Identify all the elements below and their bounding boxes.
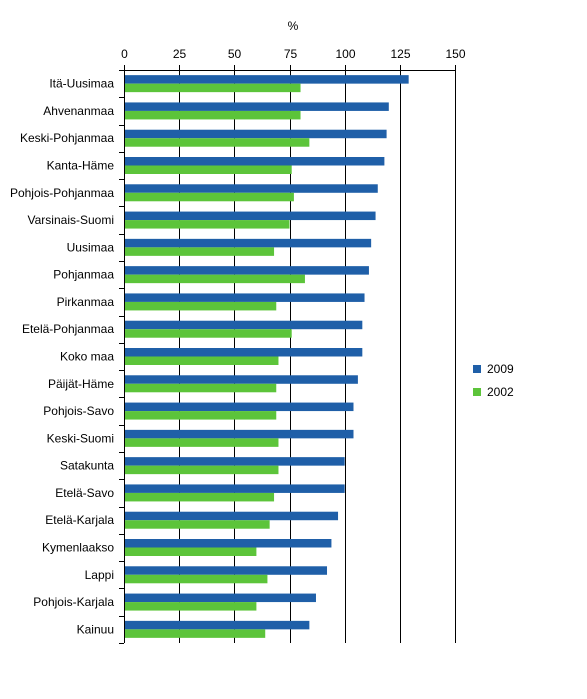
bar-2009 bbox=[125, 320, 363, 330]
category-label: Ahvenanmaa bbox=[43, 104, 114, 118]
category-label: Varsinais-Suomi bbox=[28, 213, 114, 227]
bar-2002 bbox=[125, 411, 277, 420]
category-label: Päijät-Häme bbox=[48, 377, 114, 391]
bar-2009 bbox=[125, 75, 409, 84]
category-label: Pirkanmaa bbox=[57, 295, 115, 309]
x-tick-label: 100 bbox=[335, 47, 355, 61]
bar-2002 bbox=[125, 438, 279, 447]
x-tick-label: 25 bbox=[173, 47, 187, 61]
category-label: Lappi bbox=[85, 568, 114, 582]
category-label: Koko maa bbox=[60, 350, 114, 364]
category-label: Uusimaa bbox=[67, 240, 115, 254]
category-label: Kainuu bbox=[77, 622, 114, 636]
bar-2002 bbox=[125, 383, 277, 393]
bar-2009 bbox=[125, 429, 354, 439]
category-label: Pohjois-Karjala bbox=[33, 595, 114, 609]
category-label: Satakunta bbox=[60, 459, 114, 473]
bar-2009 bbox=[125, 266, 369, 275]
bar-2002 bbox=[125, 83, 301, 93]
bar-2002 bbox=[125, 274, 305, 284]
x-axis-unit-label: % bbox=[288, 19, 299, 33]
legend-swatch-2009 bbox=[473, 365, 481, 373]
bar-2002 bbox=[125, 220, 290, 229]
category-label: Pohjois-Pohjanmaa bbox=[10, 186, 114, 200]
category-label: Itä-Uusimaa bbox=[49, 77, 114, 91]
bar-2009 bbox=[125, 375, 358, 384]
bar-2002 bbox=[125, 165, 292, 174]
bar-2009 bbox=[125, 593, 316, 603]
legend-label-2009: 2009 bbox=[487, 362, 514, 376]
category-label: Etelä-Karjala bbox=[45, 513, 114, 527]
x-tick-label: 0 bbox=[121, 47, 128, 61]
bar-2002 bbox=[125, 520, 270, 529]
category-label: Kanta-Häme bbox=[47, 159, 115, 173]
bars-layer bbox=[125, 75, 409, 638]
category-label: Pohjois-Savo bbox=[43, 404, 114, 418]
bar-2009 bbox=[125, 457, 345, 466]
legend-label-2002: 2002 bbox=[487, 385, 514, 399]
bar-2002 bbox=[125, 465, 279, 475]
bar-2002 bbox=[125, 247, 275, 256]
legend-swatch-2002 bbox=[473, 388, 481, 396]
bar-2009 bbox=[125, 211, 376, 221]
category-label: Keski-Suomi bbox=[47, 431, 114, 445]
bar-2009 bbox=[125, 293, 365, 302]
bar-2009 bbox=[125, 484, 345, 493]
bar-2009 bbox=[125, 620, 310, 630]
category-label: Etelä-Savo bbox=[55, 486, 114, 500]
x-tick-label: 125 bbox=[390, 47, 410, 61]
bar-2009 bbox=[125, 184, 378, 193]
bar-2009 bbox=[125, 566, 328, 575]
bar-2002 bbox=[125, 138, 310, 147]
category-label: Kymenlaakso bbox=[42, 541, 114, 555]
bar-2002 bbox=[125, 192, 294, 202]
bar-2009 bbox=[125, 102, 389, 111]
bar-2002 bbox=[125, 492, 275, 502]
bar-2002 bbox=[125, 301, 277, 311]
category-label: Keski-Pohjanmaa bbox=[20, 131, 114, 145]
bar-2009 bbox=[125, 539, 332, 548]
bar-2002 bbox=[125, 110, 301, 120]
x-tick-label: 150 bbox=[445, 47, 465, 61]
axis-layer: 0 25 50 75 100 125 150 Itä-Uusimaa Ahvenanmaa Kes… bbox=[10, 47, 466, 644]
bar-2002 bbox=[125, 629, 266, 638]
x-tick-label: 50 bbox=[228, 47, 242, 61]
bar-2009 bbox=[125, 511, 339, 521]
bar-2002 bbox=[125, 574, 268, 584]
bar-2009 bbox=[125, 348, 363, 357]
category-label: Etelä-Pohjanmaa bbox=[22, 322, 114, 336]
bar-2009 bbox=[125, 402, 354, 412]
category-label: Pohjanmaa bbox=[53, 268, 114, 282]
bar-2002 bbox=[125, 356, 279, 365]
legend: 2009 2002 bbox=[473, 362, 514, 399]
x-tick-label: 75 bbox=[284, 47, 298, 61]
bar-2009 bbox=[125, 157, 385, 166]
bar-2002 bbox=[125, 602, 257, 611]
bar-2009 bbox=[125, 129, 387, 139]
bar-2009 bbox=[125, 238, 372, 248]
bar-2002 bbox=[125, 547, 257, 556]
bar-2002 bbox=[125, 329, 292, 338]
